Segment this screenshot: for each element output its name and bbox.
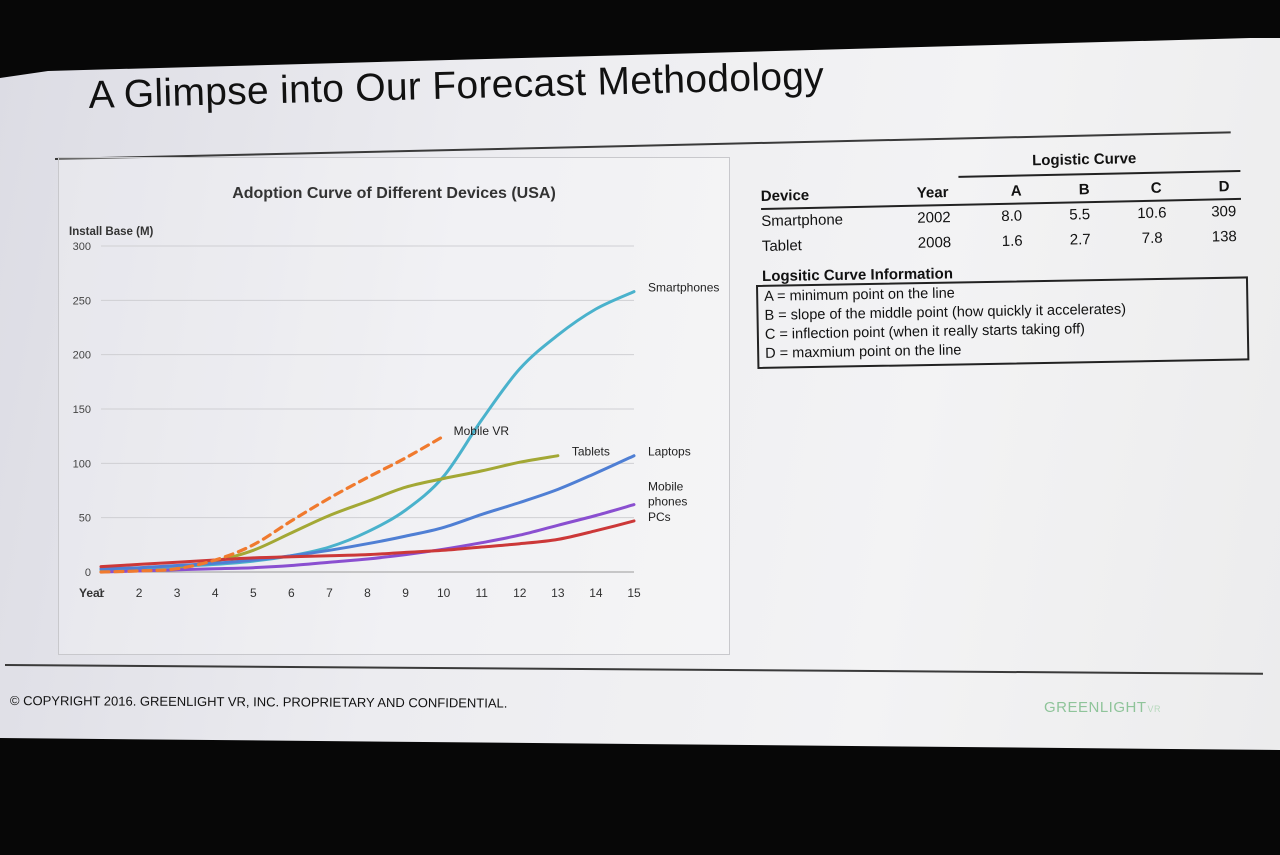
series-line-tablets <box>175 454 560 570</box>
x-tick-12: 12 <box>513 586 527 600</box>
column-header-year: Year <box>916 184 949 202</box>
series-line-mobile-vr <box>99 434 446 574</box>
x-tick-8: 8 <box>364 586 371 600</box>
column-header-b: B <box>1078 181 1090 199</box>
x-tick-7: 7 <box>326 586 333 600</box>
y-tick-250: 250 <box>73 295 91 307</box>
row-tablet-b: 2.7 <box>1069 231 1091 249</box>
curve-info-line-d: D = maxmium point on the line <box>765 342 962 362</box>
row-smartphone-d: 309 <box>1211 203 1237 221</box>
x-axis-label: Year <box>79 586 105 600</box>
row-tablet-year: 2008 <box>917 234 952 252</box>
series-label-mobile-phones: Mobile phones <box>648 480 687 509</box>
curve-info-box: A = minimum point on the line B = slope … <box>756 276 1250 369</box>
row-tablet-c: 7.8 <box>1141 229 1163 248</box>
x-tick-15: 15 <box>627 586 641 600</box>
logistic-curve-table: Logistic Curve Device Year A B C D Smart… <box>760 148 1242 258</box>
y-tick-50: 50 <box>79 513 91 525</box>
x-tick-2: 2 <box>136 586 143 600</box>
series-label-mobile-vr: Mobile VR <box>454 424 510 438</box>
x-tick-11: 11 <box>475 586 488 600</box>
y-tick-300: 300 <box>73 241 91 253</box>
series-label-smartphones: Smartphones <box>648 281 719 295</box>
x-tick-5: 5 <box>250 586 257 600</box>
series-line-laptops <box>99 454 636 571</box>
table-group-header: Logistic Curve <box>1031 150 1137 170</box>
series-line-mobile-phones <box>99 503 636 574</box>
row-smartphone-c: 10.6 <box>1137 204 1167 223</box>
row-smartphone-b: 5.5 <box>1069 206 1091 224</box>
row-smartphone-device: Smartphone <box>761 211 844 230</box>
series-line-smartphones <box>99 290 636 572</box>
x-tick-6: 6 <box>288 586 295 600</box>
x-tick-9: 9 <box>402 586 409 600</box>
curve-info-line-a: A = minimum point on the line <box>764 285 955 305</box>
column-header-d: D <box>1218 178 1230 196</box>
row-smartphone-year: 2002 <box>917 209 951 227</box>
greenlight-logo: GREENLIGHTVR <box>1044 699 1161 716</box>
x-tick-13: 13 <box>551 586 565 600</box>
copyright-text: © COPYRIGHT 2016. GREENLIGHT VR, INC. PR… <box>9 693 508 711</box>
row-tablet-d: 138 <box>1211 228 1237 246</box>
y-axis-label: Install Base (M) <box>69 226 154 238</box>
x-tick-14: 14 <box>589 586 603 600</box>
adoption-chart: Adoption Curve of Different Devices (USA… <box>69 185 719 600</box>
curve-info-line-c: C = inflection point (when it really sta… <box>764 321 1086 343</box>
chart-title: Adoption Curve of Different Devices (USA… <box>232 185 556 202</box>
logo-suffix: VR <box>1147 704 1162 714</box>
column-header-c: C <box>1150 179 1162 197</box>
x-tick-3: 3 <box>174 586 181 600</box>
slide <box>0 38 1280 750</box>
x-tick-10: 10 <box>437 586 451 600</box>
y-tick-150: 150 <box>73 404 91 416</box>
logo-text: GREENLIGHT <box>1044 699 1147 716</box>
series-label-tablets: Tablets <box>572 445 610 459</box>
y-tick-100: 100 <box>73 458 91 470</box>
y-tick-0: 0 <box>85 567 91 579</box>
series-line-pcs <box>99 519 636 569</box>
column-header-a: A <box>1010 182 1022 200</box>
group-header-underline <box>958 169 1241 178</box>
row-tablet-device: Tablet <box>761 237 803 255</box>
row-tablet-a: 1.6 <box>1001 232 1023 250</box>
chart-panel: Adoption Curve of Different Devices (USA… <box>58 157 730 655</box>
series-label-pcs: PCs <box>648 510 671 524</box>
series-label-laptops: Laptops <box>648 445 691 459</box>
column-header-device: Device <box>760 186 810 205</box>
y-tick-200: 200 <box>73 350 91 362</box>
x-tick-1: 1 <box>98 586 105 600</box>
x-tick-4: 4 <box>212 586 219 600</box>
row-smartphone-a: 8.0 <box>1001 207 1023 225</box>
